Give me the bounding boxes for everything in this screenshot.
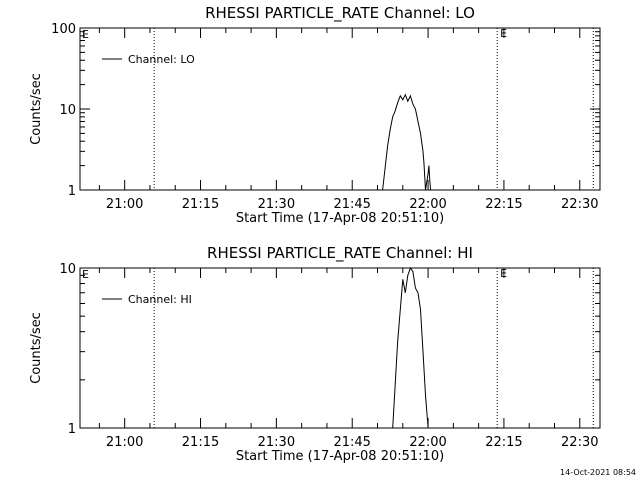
- x-tick-label: 22:30: [561, 435, 598, 450]
- chart-title: RHESSI PARTICLE_RATE Channel: LO: [205, 4, 475, 23]
- legend-label: Channel: LO: [128, 53, 195, 66]
- y-tick-label: 10: [59, 103, 76, 118]
- plot-frame: [79, 267, 601, 429]
- x-axis-label: Start Time (17-Apr-08 20:51:10): [236, 211, 444, 226]
- chart-title: RHESSI PARTICLE_RATE Channel: HI: [207, 244, 473, 263]
- eclipse-marker-label: E: [500, 27, 507, 40]
- x-tick-label: 21:00: [106, 197, 143, 212]
- series-line: [382, 93, 432, 191]
- x-tick-label: 22:30: [561, 197, 598, 212]
- eclipse-marker-label: E: [500, 267, 507, 280]
- eclipse-marker-label: E: [82, 268, 89, 281]
- legend-label: Channel: HI: [128, 293, 192, 306]
- y-tick-label: 10: [59, 262, 76, 277]
- chart-panel-2: RHESSI PARTICLE_RATE Channel: HI 21:00 21:…: [29, 244, 601, 464]
- x-tick-label: 21:15: [182, 435, 219, 450]
- x-tick-label: 22:15: [485, 197, 522, 212]
- y-tick-label: 1: [68, 422, 76, 437]
- x-tick-label: 22:15: [485, 435, 522, 450]
- y-axis-label: Counts/sec: [29, 73, 44, 145]
- x-tick-label: 21:45: [333, 435, 370, 450]
- series-line: [392, 266, 429, 429]
- y-tick-label: 100: [51, 22, 76, 37]
- chart-panel-1: RHESSI PARTICLE_RATE Channel: LO 21:00 21:…: [29, 4, 601, 226]
- x-tick-label: 21:15: [182, 197, 219, 212]
- x-tick-label: 22:00: [409, 197, 446, 212]
- x-tick-label: 21:45: [333, 197, 370, 212]
- plots-group: RHESSI PARTICLE_RATE Channel: LO 21:00 21:…: [29, 4, 601, 464]
- x-tick-label: 21:00: [106, 435, 143, 450]
- timestamp-footer: 14-Oct-2021 08:54: [560, 468, 636, 477]
- x-tick-label: 21:30: [258, 197, 295, 212]
- x-axis-label: Start Time (17-Apr-08 20:51:10): [236, 449, 444, 464]
- y-axis-label: Counts/sec: [29, 312, 44, 384]
- eclipse-marker-label: E: [82, 28, 89, 41]
- x-tick-label: 21:30: [258, 435, 295, 450]
- y-tick-label: 1: [68, 184, 76, 199]
- x-tick-label: 22:00: [409, 435, 446, 450]
